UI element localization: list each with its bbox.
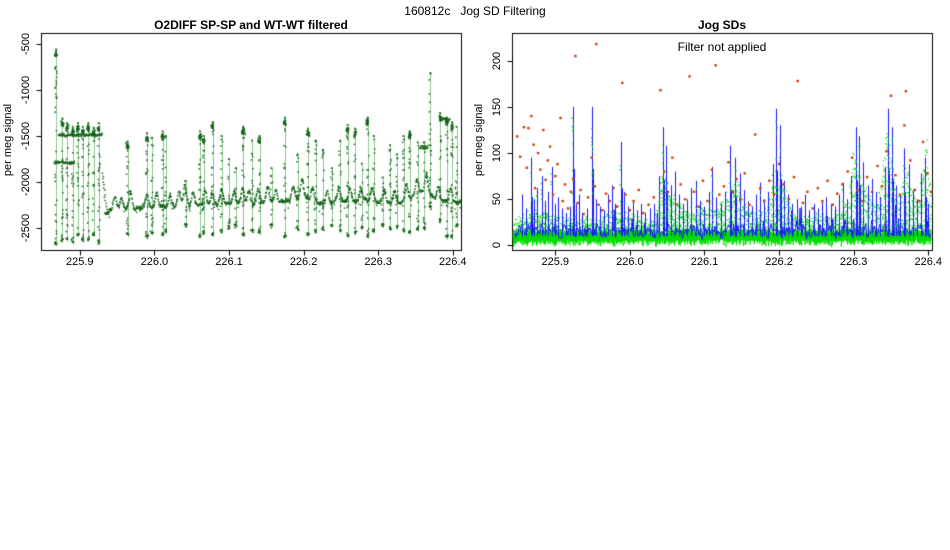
left-plot-title: O2DIFF SP-SP and WT-WT filtered: [154, 18, 348, 32]
figure-title: 160812c Jog SD Filtering: [404, 4, 546, 18]
right-plot-title: Jog SDs: [697, 18, 746, 32]
left-y-axis-label: per meg signal: [2, 103, 14, 177]
right-plot-subtitle: Filter not applied: [677, 40, 767, 54]
right-y-axis-label: per meg signal: [473, 103, 485, 177]
